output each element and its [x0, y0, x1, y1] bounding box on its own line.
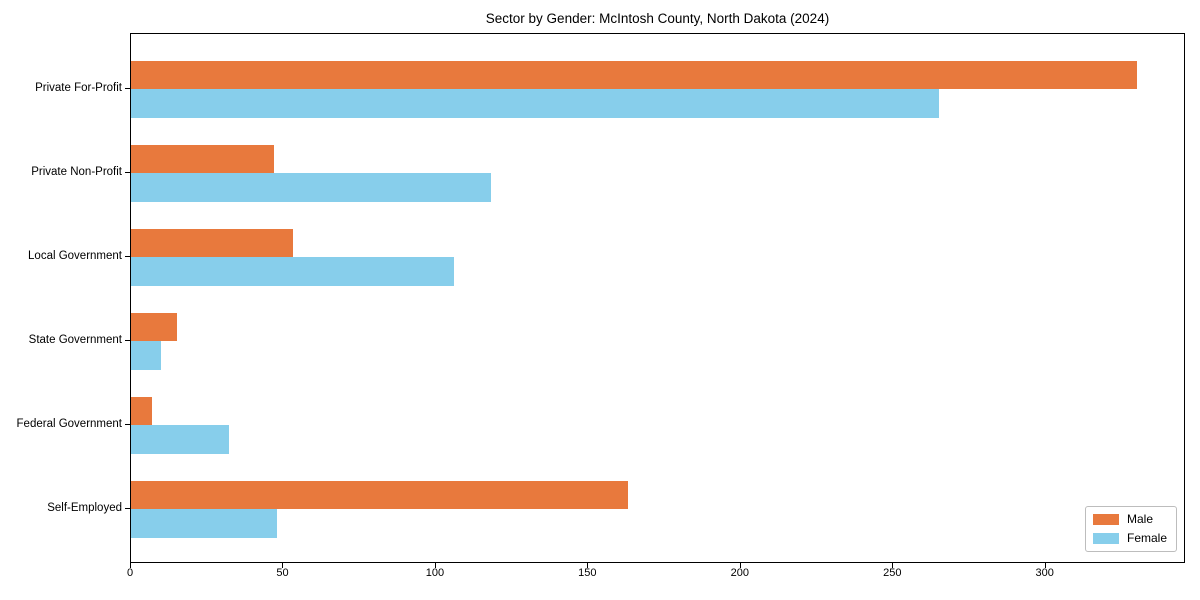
y-tick-mark — [125, 508, 130, 509]
plot-area: Male Female — [130, 33, 1185, 563]
x-tick-label: 0 — [126, 567, 134, 579]
y-tick-label: Federal Government — [16, 418, 122, 430]
bar-female-self-employed — [131, 509, 278, 538]
x-tick-label: 50 — [276, 567, 289, 579]
y-tick-mark — [125, 172, 130, 173]
x-tick-mark — [892, 563, 894, 568]
bar-female-private-for-profit — [131, 89, 940, 118]
y-tick-label: Self-Employed — [47, 502, 122, 514]
y-tick-label: Local Government — [28, 250, 122, 262]
y-tick-mark — [125, 88, 130, 89]
x-tick-label: 200 — [730, 567, 749, 579]
y-axis-labels: Private For-Profit Private Non-Profit Loca… — [0, 33, 122, 563]
x-tick-mark — [587, 563, 589, 568]
y-tick-mark — [125, 424, 130, 425]
x-tick-label: 100 — [425, 567, 445, 579]
legend-swatch-male — [1092, 514, 1119, 525]
x-tick-mark — [130, 563, 131, 568]
bar-male-federal-government — [131, 396, 153, 425]
bar-male-private-for-profit — [131, 60, 1138, 89]
legend-label-male: Male — [1126, 512, 1153, 526]
y-tick-mark — [125, 340, 130, 341]
legend: Male Female — [1084, 506, 1177, 552]
x-tick-mark — [1044, 563, 1046, 568]
x-tick-label: 150 — [578, 567, 597, 579]
y-tick-label: State Government — [28, 334, 122, 346]
y-tick-label: Private Non-Profit — [31, 166, 122, 178]
chart-title: Sector by Gender: McIntosh County, North… — [485, 11, 830, 26]
bar-female-federal-government — [131, 425, 229, 454]
bar-male-private-non-profit — [131, 144, 275, 173]
bar-female-local-government — [131, 257, 455, 286]
y-tick-label: Private For-Profit — [35, 82, 122, 94]
legend-label-female: Female — [1126, 531, 1167, 545]
x-tick-mark — [434, 563, 436, 568]
legend-swatch-female — [1092, 533, 1119, 544]
bar-male-state-government — [131, 312, 177, 341]
bar-female-state-government — [131, 341, 162, 370]
bar-female-private-non-profit — [131, 173, 491, 202]
y-tick-mark — [125, 256, 130, 257]
x-tick-label: 300 — [1035, 567, 1054, 579]
x-tick-label: 250 — [883, 567, 902, 579]
legend-entry-female: Female — [1092, 531, 1167, 545]
x-tick-mark — [739, 563, 741, 568]
bar-male-self-employed — [131, 480, 628, 509]
legend-entry-male: Male — [1092, 512, 1167, 526]
bar-male-local-government — [131, 228, 293, 257]
x-tick-mark — [282, 563, 284, 568]
x-axis-tick-labels: 0 50 100 150 200 250 300 — [127, 567, 1185, 585]
